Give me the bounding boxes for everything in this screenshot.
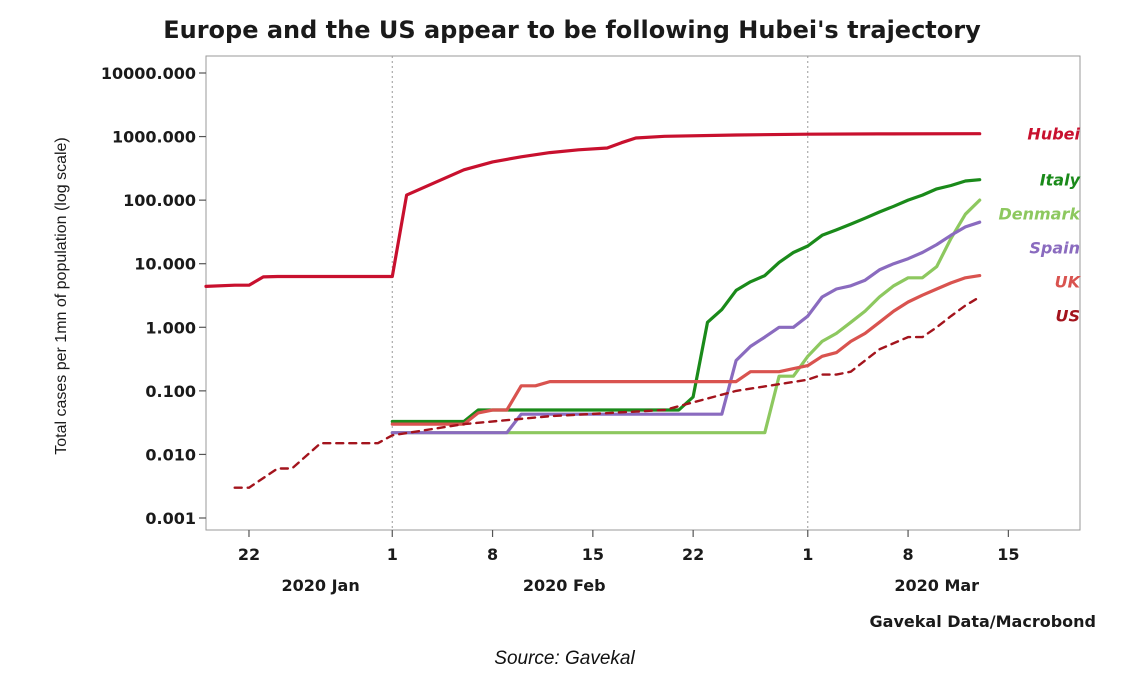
series-line-denmark — [390, 198, 982, 435]
x-month-label: 2020 Jan — [281, 576, 359, 595]
series-label-spain: Spain — [1029, 239, 1080, 258]
series-line-spain — [390, 220, 982, 435]
series-line-uk — [390, 274, 982, 426]
series-line-hubei — [204, 132, 982, 288]
y-axis-label: Total cases per 1mn of population (log s… — [53, 137, 70, 455]
y-tick-label: 10.000 — [134, 255, 196, 274]
line-chart: Europe and the US appear to be following… — [53, 16, 1096, 631]
plot-border — [205, 55, 1081, 531]
x-tick-label: 8 — [902, 545, 913, 564]
x-tick-label: 1 — [802, 545, 813, 564]
x-tick-label: 22 — [238, 545, 260, 564]
series-label-denmark: Denmark — [998, 205, 1081, 224]
y-axis: 10000.000 1000.000 100.000 10.000 1.000 0.100… — [101, 64, 206, 528]
x-tick-label: 15 — [582, 545, 604, 564]
y-tick-label: 0.001 — [145, 509, 196, 528]
x-month-label: 2020 Mar — [894, 576, 979, 595]
chart-title: Europe and the US appear to be following… — [163, 16, 981, 44]
series-label-italy: Italy — [1040, 171, 1081, 190]
series-labels: Hubei Italy Denmark Spain UK US — [998, 125, 1081, 326]
x-tick-label: 1 — [387, 545, 398, 564]
series-line-italy — [390, 178, 982, 424]
x-tick-label: 15 — [997, 545, 1019, 564]
x-axis: 22 1 8 15 22 1 8 15 2020 Jan 2020 Feb 2020 Mar — [238, 56, 1019, 595]
source-caption: Source: Gavekal — [494, 648, 635, 669]
series-label-hubei: Hubei — [1027, 125, 1080, 144]
y-tick-label: 100.000 — [123, 191, 196, 210]
series-lines — [204, 132, 982, 489]
x-tick-label: 8 — [487, 545, 498, 564]
y-tick-label: 0.100 — [145, 382, 196, 401]
plot-area — [205, 55, 1081, 531]
y-tick-label: 1000.000 — [112, 128, 196, 147]
series-label-us: US — [1055, 307, 1080, 326]
y-tick-label: 1.000 — [145, 318, 196, 337]
series-line-us — [233, 295, 981, 489]
series-label-uk: UK — [1055, 273, 1082, 292]
y-tick-label: 10000.000 — [101, 64, 196, 83]
x-month-label: 2020 Feb — [523, 576, 606, 595]
y-tick-label: 0.010 — [145, 445, 196, 464]
x-tick-label: 22 — [682, 545, 704, 564]
data-credit: Gavekal Data/Macrobond — [870, 612, 1096, 631]
